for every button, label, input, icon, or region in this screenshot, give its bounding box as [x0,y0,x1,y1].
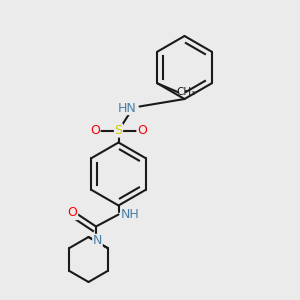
Text: NH: NH [121,208,140,221]
Text: O: O [68,206,77,220]
Text: N: N [93,234,102,248]
Text: O: O [137,124,147,137]
Text: O: O [90,124,100,137]
Text: HN: HN [118,101,137,115]
Text: S: S [115,124,122,137]
Text: CH₃: CH₃ [176,87,195,97]
